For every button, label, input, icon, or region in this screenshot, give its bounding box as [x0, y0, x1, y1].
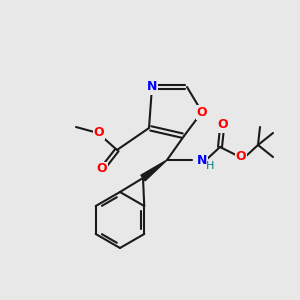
- Text: O: O: [94, 125, 104, 139]
- Polygon shape: [141, 160, 167, 181]
- Text: O: O: [197, 106, 207, 118]
- Text: O: O: [218, 118, 228, 131]
- Text: H: H: [206, 161, 214, 171]
- Text: O: O: [236, 151, 246, 164]
- Text: N: N: [197, 154, 207, 166]
- Text: O: O: [97, 163, 107, 176]
- Text: N: N: [147, 80, 157, 94]
